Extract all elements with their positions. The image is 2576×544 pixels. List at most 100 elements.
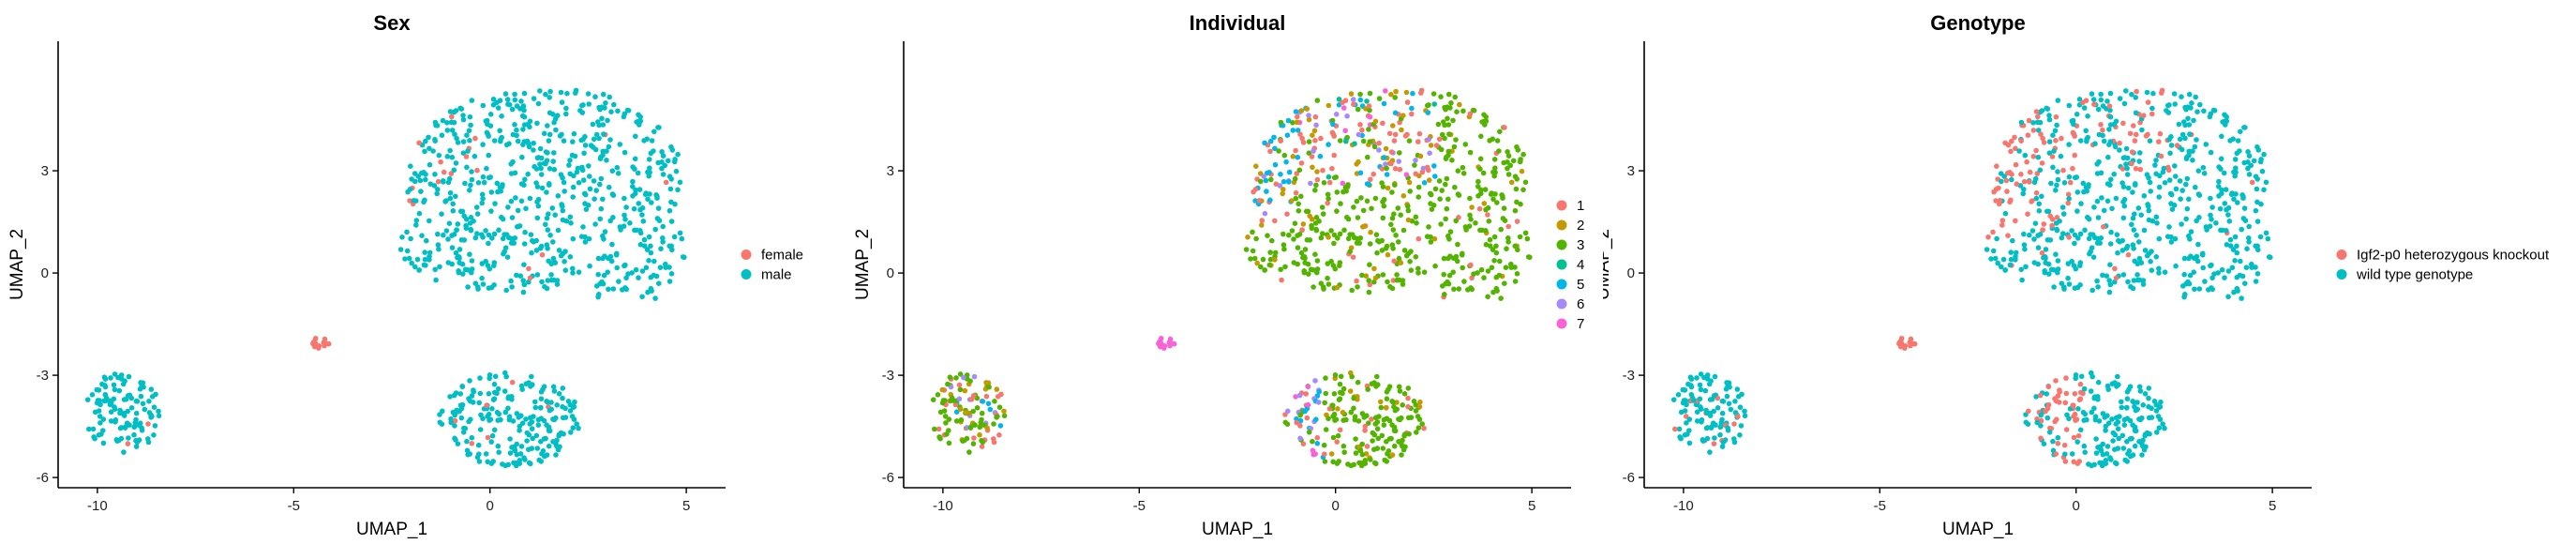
data-point	[2208, 212, 2213, 219]
data-point	[2115, 446, 2121, 451]
legend-key-wild-type-genotype	[2336, 269, 2347, 280]
data-point	[469, 98, 475, 103]
data-point	[2044, 391, 2049, 397]
data-point	[995, 414, 1000, 419]
data-point	[1384, 243, 1390, 249]
data-point	[1314, 434, 1321, 441]
data-point	[491, 138, 498, 144]
data-point	[641, 138, 647, 144]
data-point	[2225, 294, 2231, 300]
data-point	[2117, 238, 2123, 245]
data-point	[2234, 249, 2240, 256]
data-point	[1360, 207, 1367, 214]
data-point	[492, 201, 498, 206]
data-point	[422, 197, 427, 204]
data-point	[2208, 149, 2214, 156]
data-point	[2073, 372, 2079, 378]
data-point	[506, 414, 513, 420]
data-point	[1384, 172, 1390, 177]
data-point	[606, 286, 611, 293]
data-point	[474, 211, 481, 217]
data-point	[2249, 264, 2254, 270]
data-point	[2162, 269, 2168, 276]
data-point	[488, 208, 494, 214]
data-point	[423, 176, 428, 183]
data-point	[637, 113, 643, 120]
data-point	[1303, 208, 1310, 215]
data-point	[1309, 222, 1314, 229]
data-point	[514, 272, 519, 279]
data-point	[580, 136, 586, 143]
data-point	[651, 128, 657, 135]
data-point	[537, 88, 543, 94]
data-point	[1725, 425, 1730, 431]
data-point	[1281, 242, 1287, 248]
data-point	[2040, 135, 2045, 142]
data-point	[2076, 97, 2083, 102]
data-point	[521, 139, 528, 144]
data-point	[2265, 235, 2271, 242]
data-point	[480, 196, 486, 202]
data-point	[494, 409, 501, 416]
data-point	[538, 459, 544, 464]
data-point	[2253, 207, 2259, 214]
data-point	[1512, 243, 1518, 249]
data-point	[509, 215, 516, 220]
data-point	[2165, 167, 2172, 174]
data-point	[2209, 275, 2215, 281]
data-point	[1345, 461, 1351, 467]
data-point	[523, 205, 529, 212]
data-point	[2050, 132, 2056, 138]
data-point	[1450, 117, 1456, 124]
data-point	[597, 181, 603, 188]
data-point	[2091, 204, 2097, 210]
data-point	[1297, 423, 1303, 429]
data-point	[2025, 211, 2030, 217]
data-point	[1448, 100, 1454, 106]
data-point	[1358, 195, 1364, 201]
data-point	[460, 430, 467, 435]
data-point	[991, 439, 997, 446]
data-point	[942, 414, 949, 419]
legend-label-6: 6	[1577, 296, 1584, 312]
data-point	[1286, 232, 1292, 238]
data-point	[634, 227, 639, 234]
data-point	[2259, 168, 2266, 174]
data-point	[1727, 384, 1732, 390]
data-point	[546, 138, 552, 144]
data-point	[1466, 223, 1473, 229]
data-point	[662, 162, 667, 169]
data-point	[570, 235, 577, 242]
data-point	[455, 441, 461, 447]
data-point	[1514, 271, 1520, 277]
data-point	[457, 247, 463, 252]
data-point	[608, 258, 615, 264]
data-point	[552, 260, 559, 266]
data-point	[485, 434, 491, 441]
data-point	[1994, 163, 1999, 169]
data-point	[1990, 229, 1996, 235]
data-point	[1678, 435, 1684, 442]
data-point	[1243, 247, 1250, 252]
data-point	[2232, 157, 2239, 162]
data-point	[2171, 203, 2178, 208]
data-point	[1427, 150, 1432, 157]
data-point	[585, 203, 592, 208]
data-point	[1374, 373, 1380, 380]
data-point	[510, 159, 516, 165]
data-point	[1379, 166, 1385, 172]
data-point	[1366, 103, 1372, 109]
data-point	[569, 414, 576, 419]
data-point	[2036, 208, 2043, 214]
data-point	[2089, 287, 2095, 294]
data-point	[1334, 208, 1340, 214]
data-point	[609, 168, 616, 174]
data-point	[669, 147, 676, 153]
data-point	[105, 398, 111, 403]
data-point	[1286, 179, 1292, 185]
data-point	[666, 243, 672, 249]
data-point	[1391, 258, 1397, 264]
y-tick-label: -6	[1623, 470, 1635, 486]
data-point	[460, 139, 467, 144]
data-point	[660, 223, 666, 230]
